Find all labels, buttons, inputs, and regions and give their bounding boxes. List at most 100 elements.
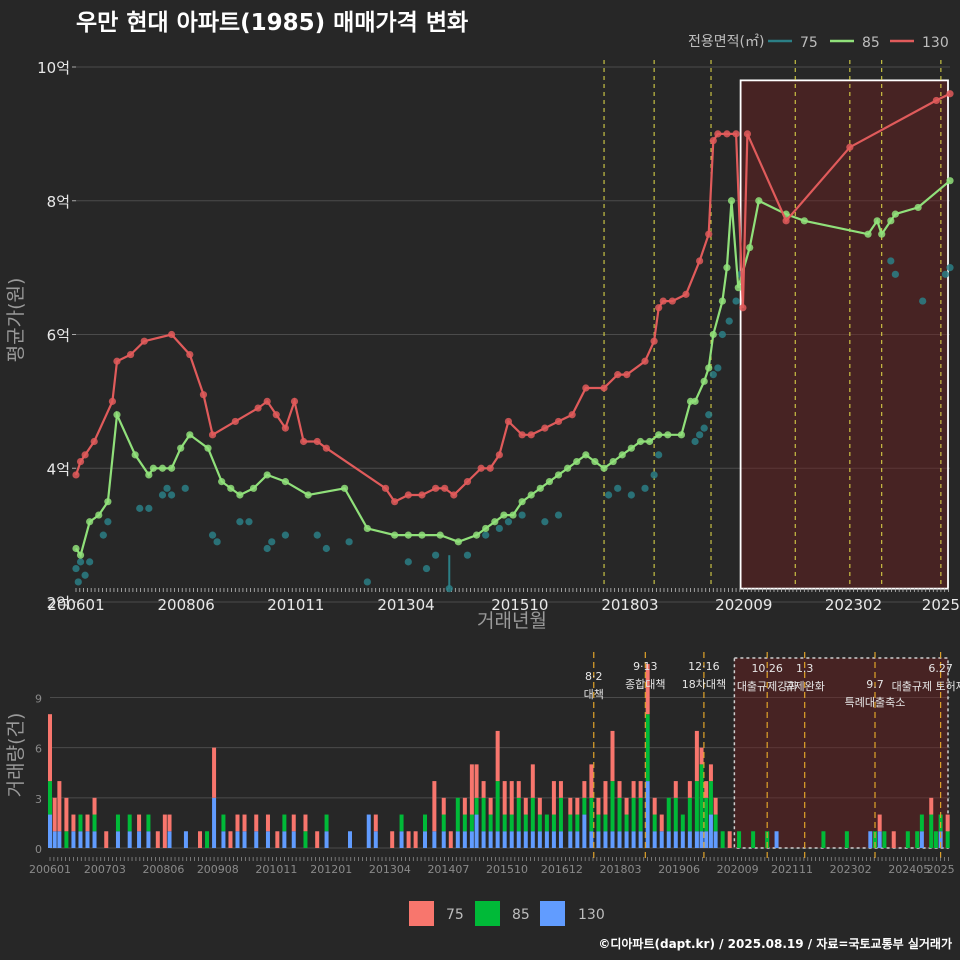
volume-bar-85 xyxy=(704,797,709,832)
volume-bar-75 xyxy=(673,781,678,798)
data-point-75 xyxy=(281,531,289,539)
volume-x-tick-label: 201612 xyxy=(541,863,583,876)
data-point-85 xyxy=(727,197,736,205)
data-point-85 xyxy=(281,478,289,486)
data-point-130 xyxy=(614,371,622,379)
data-point-75 xyxy=(268,538,276,546)
volume-bar-130 xyxy=(638,831,643,848)
volume-bar-75 xyxy=(406,831,411,848)
data-point-130 xyxy=(281,424,289,432)
volume-bar-75 xyxy=(254,814,259,832)
data-point-130 xyxy=(582,384,590,392)
data-point-130 xyxy=(231,417,239,426)
volume-bar-75 xyxy=(495,730,500,782)
volume-bar-130 xyxy=(645,781,650,848)
volume-bar-85 xyxy=(933,831,938,848)
volume-bar-85 xyxy=(544,814,549,832)
x-tick-label: 200601 xyxy=(47,596,104,614)
volume-bar-85 xyxy=(666,797,671,832)
policy-event-label: 1.3 xyxy=(796,662,814,675)
data-point-130 xyxy=(705,230,713,238)
volume-x-tick-label: 201011 xyxy=(255,863,297,876)
data-point-130 xyxy=(113,357,121,365)
data-point-85 xyxy=(705,364,713,372)
volume-bar-75 xyxy=(413,831,418,848)
data-point-75 xyxy=(445,585,453,593)
data-point-85 xyxy=(873,217,881,225)
data-point-85 xyxy=(149,464,157,472)
data-point-85 xyxy=(645,437,654,446)
data-point-130 xyxy=(668,297,676,305)
data-point-85 xyxy=(755,197,763,205)
bar-legend-swatch-85 xyxy=(475,901,500,926)
volume-bar-75 xyxy=(71,814,76,832)
data-point-85 xyxy=(591,457,599,466)
volume-bar-75 xyxy=(64,797,69,832)
volume-bar-130 xyxy=(254,831,259,848)
data-point-130 xyxy=(254,404,262,412)
data-point-75 xyxy=(81,571,89,579)
volume-bar-75 xyxy=(708,764,713,782)
volume-bar-75 xyxy=(228,831,233,848)
volume-bar-75 xyxy=(474,764,479,798)
volume-bar-85 xyxy=(680,814,685,832)
volume-bar-75 xyxy=(699,747,704,765)
legend-title: 전용면적(㎡) xyxy=(688,34,764,50)
data-point-85 xyxy=(482,524,490,533)
data-point-85 xyxy=(609,457,617,466)
volume-bar-75 xyxy=(432,781,437,832)
volume-x-tick-label: 202302 xyxy=(830,863,872,876)
bar-legend-label-130: 130 xyxy=(578,907,605,923)
data-point-130 xyxy=(486,464,494,472)
data-point-75 xyxy=(705,411,713,419)
volume-x-tick-label: 201803 xyxy=(599,863,641,876)
volume-bar-85 xyxy=(399,814,404,832)
volume-bar-130 xyxy=(544,831,549,848)
volume-bar-75 xyxy=(448,831,453,848)
data-point-75 xyxy=(245,518,253,526)
volume-bar-75 xyxy=(645,664,650,715)
data-point-75 xyxy=(554,511,563,519)
data-point-130 xyxy=(441,484,449,492)
data-point-75 xyxy=(422,564,431,573)
data-point-85 xyxy=(472,531,481,539)
data-point-130 xyxy=(504,417,513,426)
data-point-130 xyxy=(641,357,649,365)
data-point-85 xyxy=(145,471,153,479)
data-point-85 xyxy=(554,471,563,479)
data-point-75 xyxy=(941,270,950,278)
volume-bar-130 xyxy=(85,831,90,848)
volume-bar-75 xyxy=(303,814,308,832)
y-tick-label: 10억 xyxy=(37,59,70,77)
data-point-130 xyxy=(495,451,503,459)
data-point-75 xyxy=(345,538,353,546)
volume-bar-75 xyxy=(945,814,950,832)
data-point-85 xyxy=(186,431,194,439)
volume-bar-130 xyxy=(530,831,535,848)
volume-bar-75 xyxy=(687,781,692,798)
volume-bar-130 xyxy=(265,831,270,848)
data-point-130 xyxy=(743,130,752,138)
volume-bar-130 xyxy=(92,831,97,848)
volume-bar-75 xyxy=(52,797,57,832)
data-point-75 xyxy=(363,578,371,586)
y-tick-label: 4억 xyxy=(47,460,70,478)
data-point-85 xyxy=(86,518,94,526)
volume-bar-75 xyxy=(48,714,52,782)
volume-bar-130 xyxy=(462,831,467,848)
data-point-75 xyxy=(887,257,895,265)
data-point-85 xyxy=(454,538,462,546)
volume-bar-85 xyxy=(821,831,826,848)
y-tick-label: 8억 xyxy=(47,193,70,211)
volume-bar-130 xyxy=(694,831,699,848)
volume-bar-85 xyxy=(720,831,725,848)
volume-bar-85 xyxy=(474,797,479,815)
volume-bar-85 xyxy=(765,831,770,848)
data-point-75 xyxy=(504,518,513,526)
volume-bar-85 xyxy=(919,814,924,832)
volume-bar-85 xyxy=(575,814,580,832)
data-point-75 xyxy=(655,451,663,459)
x-tick-label: 201304 xyxy=(377,596,434,614)
volume-bar-85 xyxy=(582,797,587,815)
data-point-130 xyxy=(290,397,299,405)
